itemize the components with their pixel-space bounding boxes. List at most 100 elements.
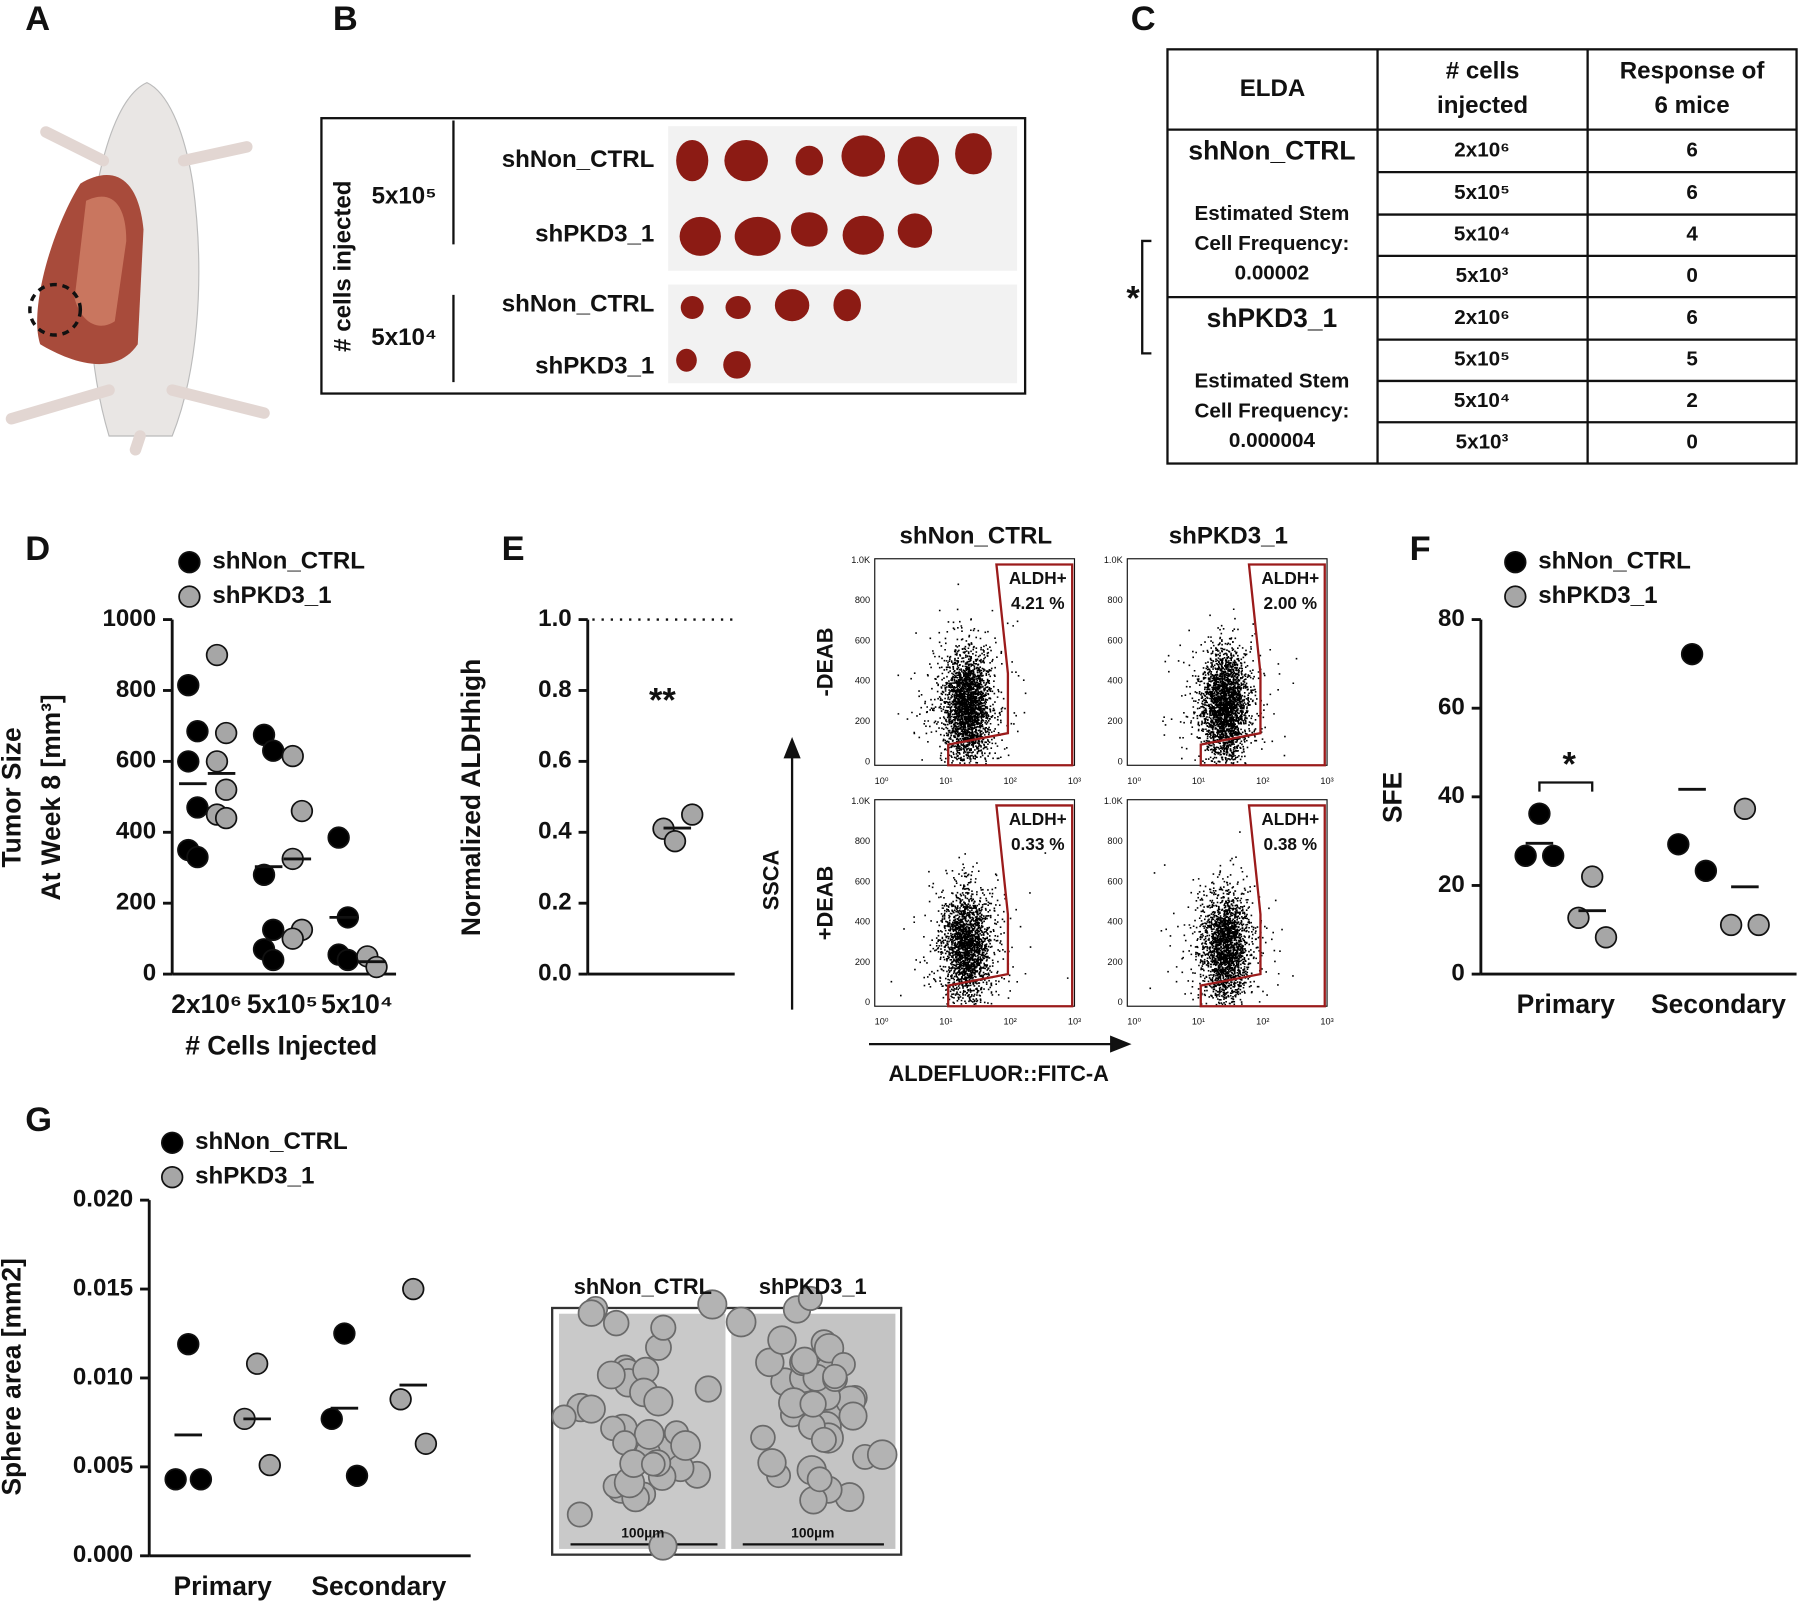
legend-marker bbox=[161, 1165, 184, 1189]
cell bbox=[640, 1451, 666, 1477]
cell bbox=[650, 1314, 677, 1341]
data-point bbox=[1514, 844, 1537, 867]
table-header: 6 mice bbox=[1655, 92, 1730, 119]
data-point bbox=[320, 1407, 343, 1431]
data-point bbox=[214, 721, 238, 745]
flow-y-tick: 200 bbox=[1107, 957, 1122, 967]
y-tick-label: 0 bbox=[143, 959, 156, 986]
data-point bbox=[1567, 906, 1590, 930]
y-tick-label: 40 bbox=[1438, 782, 1465, 809]
flow-y-tick: 200 bbox=[1107, 716, 1122, 726]
cell bbox=[566, 1501, 593, 1528]
data-point bbox=[1680, 642, 1704, 666]
row-label: +DEAB bbox=[812, 866, 837, 940]
flow-y-tick: 200 bbox=[855, 957, 870, 967]
y-tick-label: 60 bbox=[1438, 694, 1465, 721]
gate bbox=[1199, 804, 1326, 1008]
y-tick-label: 1.0 bbox=[538, 605, 572, 632]
group-note: 0.00002 bbox=[1235, 262, 1310, 285]
cell-response: 2 bbox=[1686, 389, 1697, 412]
y-tick-label: 0 bbox=[1451, 959, 1464, 986]
data-point bbox=[345, 1464, 369, 1487]
data-point bbox=[1541, 844, 1565, 867]
flow-axes-arrows bbox=[783, 736, 1132, 1053]
data-point bbox=[290, 799, 314, 823]
cell bbox=[576, 1394, 606, 1424]
data-point bbox=[281, 927, 304, 950]
data-point bbox=[177, 750, 200, 773]
gate bbox=[1199, 563, 1326, 767]
cell bbox=[806, 1466, 833, 1493]
legend-label: shPKD3_1 bbox=[212, 582, 331, 609]
table-header: Response of bbox=[1620, 58, 1766, 85]
y-tick-label: 0.2 bbox=[538, 889, 572, 916]
y-tick-label: 0.6 bbox=[538, 747, 572, 774]
data-point bbox=[205, 643, 229, 667]
flow-y-tick: 800 bbox=[1107, 836, 1122, 846]
data-point bbox=[177, 1332, 200, 1356]
flow-x-tick: 10² bbox=[1256, 1017, 1269, 1027]
x-tick-label: Primary bbox=[174, 1571, 273, 1601]
cell bbox=[757, 1448, 787, 1478]
image-header: shPKD3_1 bbox=[759, 1274, 867, 1299]
mouse-photo bbox=[5, 81, 270, 456]
data-point bbox=[214, 778, 238, 801]
legend-label: shNon_CTRL bbox=[1538, 548, 1691, 575]
y-tick-label: 600 bbox=[116, 747, 156, 774]
panel-label: F bbox=[1410, 530, 1431, 568]
data-point bbox=[189, 1468, 213, 1491]
cell-dose: 5x10³ bbox=[1456, 430, 1509, 453]
dose-label: 5x10⁴ bbox=[371, 324, 437, 351]
flow-events bbox=[1162, 608, 1298, 765]
data-point bbox=[414, 1432, 438, 1455]
flow-y-tick: 0 bbox=[865, 756, 870, 766]
annotation: * bbox=[1563, 746, 1577, 784]
cell bbox=[799, 1390, 827, 1418]
cell-dose: 5x10⁵ bbox=[1454, 181, 1510, 204]
cell-response: 6 bbox=[1686, 306, 1697, 329]
gate-percent: 2.00 % bbox=[1264, 593, 1318, 613]
cell bbox=[633, 1419, 665, 1450]
y-tick-label: 20 bbox=[1438, 871, 1465, 898]
y-tick-label: 800 bbox=[116, 676, 156, 703]
group-note: Cell Frequency: bbox=[1194, 232, 1349, 255]
data-point bbox=[258, 1453, 281, 1477]
y-axis-label: Tumor Size bbox=[0, 727, 27, 867]
y-tick-label: 0.015 bbox=[73, 1274, 133, 1301]
cell-dose: 5x10³ bbox=[1456, 264, 1509, 287]
data-point bbox=[1667, 833, 1690, 856]
significance: * bbox=[1126, 280, 1140, 318]
data-point bbox=[281, 744, 304, 768]
data-point bbox=[252, 863, 276, 887]
cell bbox=[551, 1404, 577, 1430]
data-point bbox=[186, 720, 209, 743]
cell-response: 6 bbox=[1686, 138, 1697, 161]
y-tick-label: 0.4 bbox=[538, 818, 572, 845]
data-point bbox=[681, 803, 704, 826]
group-name: shPKD3_1 bbox=[1207, 303, 1338, 333]
data-point bbox=[389, 1388, 412, 1411]
flow-y-tick: 400 bbox=[1107, 676, 1122, 686]
gate-percent: 0.33 % bbox=[1011, 834, 1065, 854]
data-point bbox=[1581, 865, 1604, 888]
row-label: -DEAB bbox=[812, 628, 837, 697]
cell bbox=[822, 1363, 848, 1390]
data-point bbox=[205, 750, 229, 773]
y-axis-label: Normalized ALDHhigh bbox=[456, 659, 486, 936]
y-tick-label: 0.0 bbox=[538, 959, 572, 986]
cell bbox=[643, 1386, 674, 1417]
flow-x-tick: 10⁰ bbox=[1127, 776, 1141, 786]
column-header: shNon_CTRL bbox=[899, 522, 1052, 549]
significance-bracket bbox=[1538, 781, 1594, 792]
cell bbox=[810, 1426, 837, 1453]
flow-y-tick: 800 bbox=[855, 595, 870, 605]
row-label: shNon_CTRL bbox=[502, 146, 655, 173]
panel-label: D bbox=[25, 530, 50, 568]
cell-dose: 2x10⁶ bbox=[1454, 306, 1509, 329]
cell bbox=[725, 1306, 757, 1338]
axis-label: ALDEFLUOR::FITC-A bbox=[889, 1061, 1110, 1086]
legend-label: shNon_CTRL bbox=[212, 548, 365, 575]
data-point bbox=[1528, 802, 1551, 825]
cell bbox=[648, 1531, 678, 1561]
cell-response: 0 bbox=[1686, 264, 1697, 287]
